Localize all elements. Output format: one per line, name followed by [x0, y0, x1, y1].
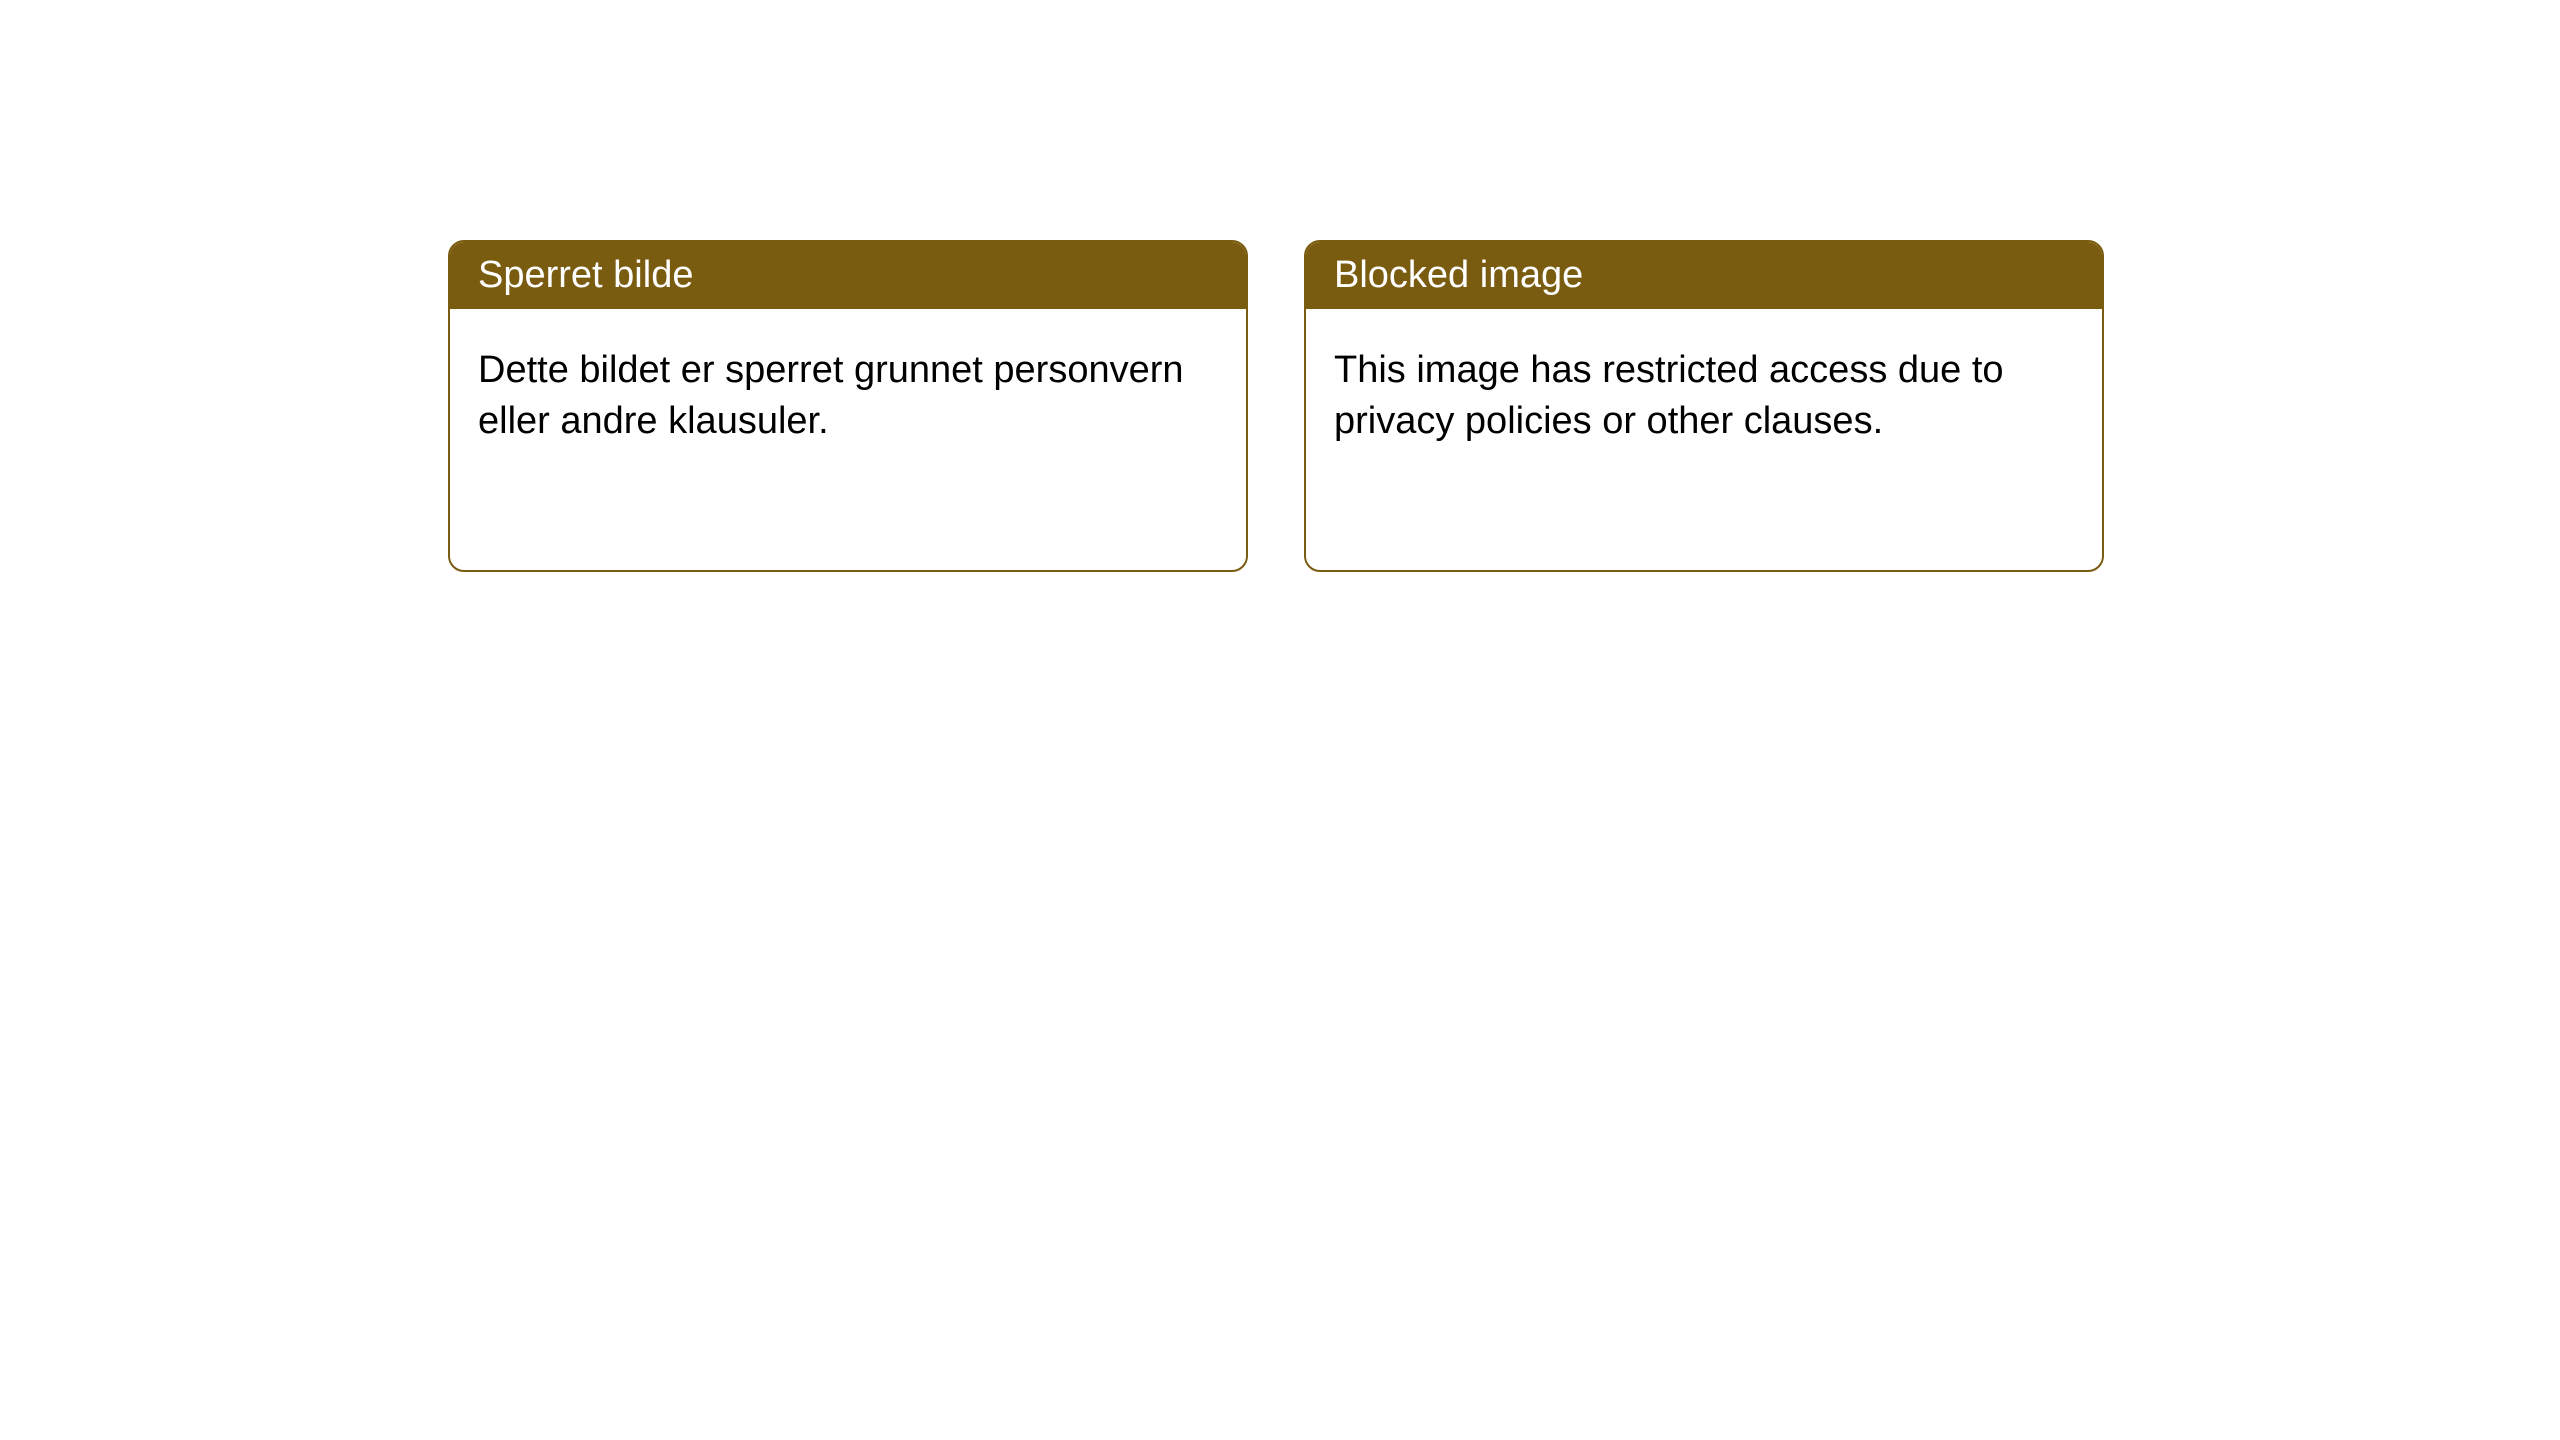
notice-header: Sperret bilde [450, 242, 1246, 309]
notice-box-norwegian: Sperret bilde Dette bildet er sperret gr… [448, 240, 1248, 572]
notice-container: Sperret bilde Dette bildet er sperret gr… [0, 0, 2560, 572]
notice-body: This image has restricted access due to … [1306, 309, 2102, 484]
notice-box-english: Blocked image This image has restricted … [1304, 240, 2104, 572]
notice-header: Blocked image [1306, 242, 2102, 309]
notice-body: Dette bildet er sperret grunnet personve… [450, 309, 1246, 484]
